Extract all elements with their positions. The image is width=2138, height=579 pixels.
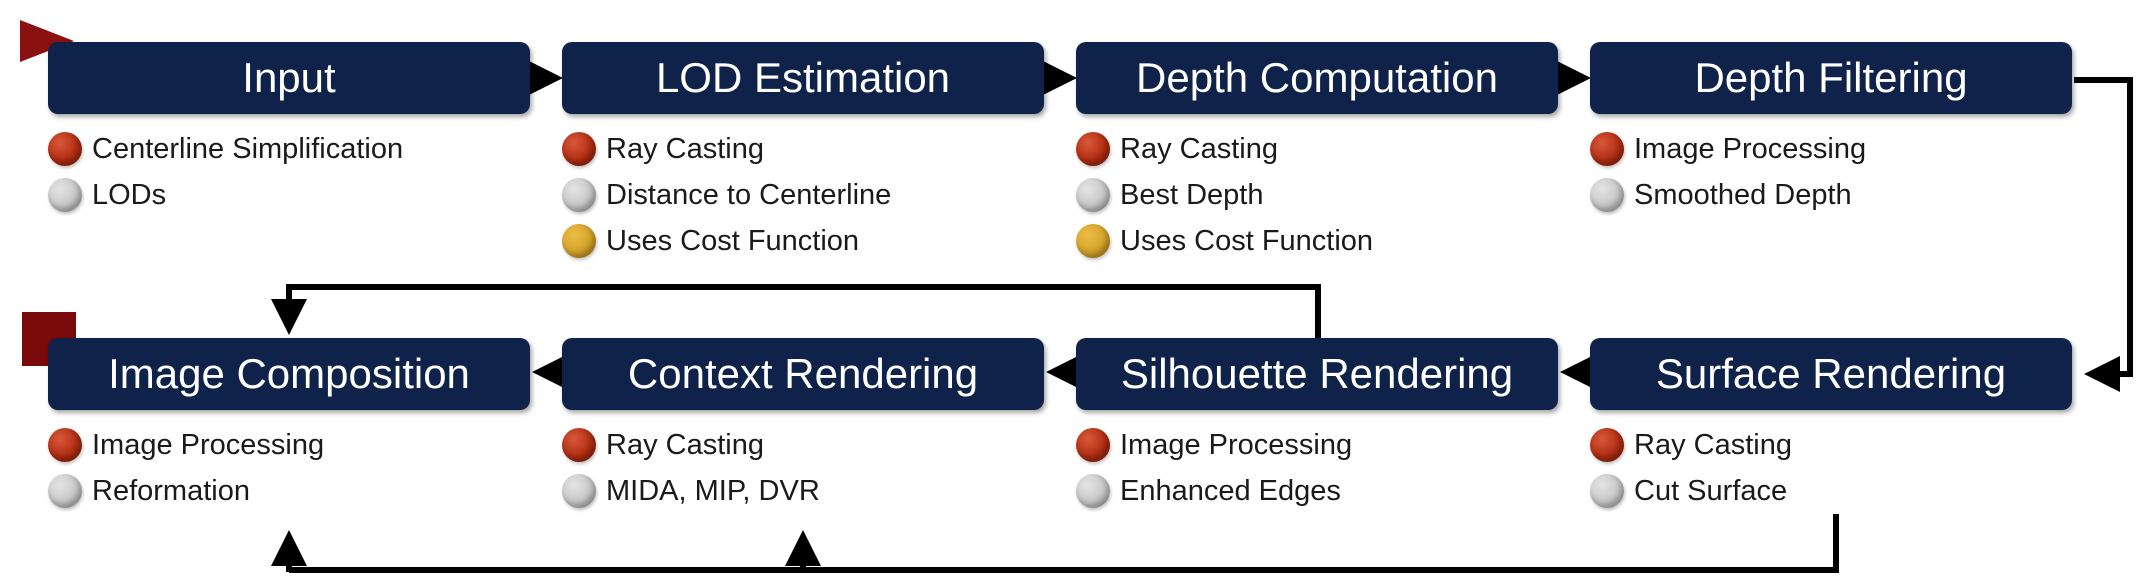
stage-item-list: Image Processing Smoothed Depth [1590,126,2070,218]
red-dot-icon [1076,132,1110,166]
list-item: Enhanced Edges [1076,468,1556,514]
list-item: Centerline Simplification [48,126,528,172]
item-label: Distance to Centerline [606,178,892,211]
list-item: LODs [48,172,528,218]
stage-box-context-rendering: Context Rendering [562,338,1044,410]
stage-title: Surface Rendering [1655,350,2007,397]
stage-title: Image Composition [108,350,470,397]
grey-dot-icon [1590,474,1624,508]
grey-dot-icon [48,178,82,212]
stage-item-list: Centerline Simplification LODs [48,126,528,218]
item-label: Ray Casting [1634,428,1792,461]
red-dot-icon [48,428,82,462]
stage-item-list: Image Processing Reformation [48,422,528,514]
item-label: Reformation [92,474,250,507]
list-item: Image Processing [1076,422,1556,468]
red-dot-icon [1590,428,1624,462]
stage-item-list: Image Processing Enhanced Edges [1076,422,1556,514]
item-label: Uses Cost Function [606,224,860,257]
list-item: Image Processing [1590,126,2070,172]
list-item: Uses Cost Function [1076,218,1556,264]
item-label: Uses Cost Function [1120,224,1374,257]
grey-dot-icon [562,178,596,212]
list-item: Image Processing [48,422,528,468]
stage-item-list: Ray Casting Best Depth Uses Cost Function [1076,126,1556,264]
gold-dot-icon [1076,224,1110,258]
stage-box-depth-filtering: Depth Filtering [1590,42,2072,114]
stage-box-surface-rendering: Surface Rendering [1590,338,2072,410]
stage-title: Context Rendering [627,350,979,397]
item-label: LODs [92,178,167,211]
arrow-silhouette-to-composition [271,284,1321,340]
item-label: Smoothed Depth [1634,178,1852,211]
list-item: Ray Casting [1590,422,2070,468]
grey-dot-icon [1590,178,1624,212]
start-triangle-icon [20,20,74,62]
stage-title: Depth Computation [1136,54,1498,101]
item-label: Image Processing [92,428,325,461]
arrow-filter-to-surface [2074,77,2133,392]
list-item: Best Depth [1076,172,1556,218]
list-item: MIDA, MIP, DVR [562,468,1042,514]
stage-item-list: Ray Casting Cut Surface [1590,422,2070,514]
stage-box-silhouette-rendering: Silhouette Rendering [1076,338,1558,410]
stage-title: Silhouette Rendering [1120,350,1514,397]
list-item: Reformation [48,468,528,514]
stage-title: LOD Estimation [655,54,951,101]
stage-box-image-composition: Image Composition [48,338,530,410]
item-label: Ray Casting [606,428,764,461]
item-label: Centerline Simplification [92,132,404,165]
red-dot-icon [1076,428,1110,462]
item-label: Enhanced Edges [1120,474,1341,507]
red-dot-icon [562,428,596,462]
item-label: Image Processing [1120,428,1353,461]
red-dot-icon [1590,132,1624,166]
red-dot-icon [48,132,82,166]
list-item: Distance to Centerline [562,172,1042,218]
list-item: Uses Cost Function [562,218,1042,264]
item-label: Ray Casting [606,132,764,165]
stage-title: Input [242,54,336,101]
stage-box-input: Input [48,42,530,114]
bus-surface-bottom [289,514,1839,573]
stage-item-list: Ray Casting MIDA, MIP, DVR [562,422,1042,514]
item-label: Best Depth [1120,178,1264,211]
red-dot-icon [562,132,596,166]
grey-dot-icon [562,474,596,508]
list-item: Ray Casting [1076,126,1556,172]
list-item: Cut Surface [1590,468,2070,514]
grey-dot-icon [1076,474,1110,508]
stage-title: Depth Filtering [1694,54,1968,101]
grey-dot-icon [48,474,82,508]
grey-dot-icon [1076,178,1110,212]
stage-box-lod-estimation: LOD Estimation [562,42,1044,114]
list-item: Ray Casting [562,422,1042,468]
item-label: Image Processing [1634,132,1867,165]
stage-box-depth-computation: Depth Computation [1076,42,1558,114]
item-label: Ray Casting [1120,132,1278,165]
item-label: Cut Surface [1634,474,1788,507]
list-item: Ray Casting [562,126,1042,172]
stage-item-list: Ray Casting Distance to Centerline Uses Co… [562,126,1042,264]
list-item: Smoothed Depth [1590,172,2070,218]
item-label: MIDA, MIP, DVR [606,474,820,507]
gold-dot-icon [562,224,596,258]
